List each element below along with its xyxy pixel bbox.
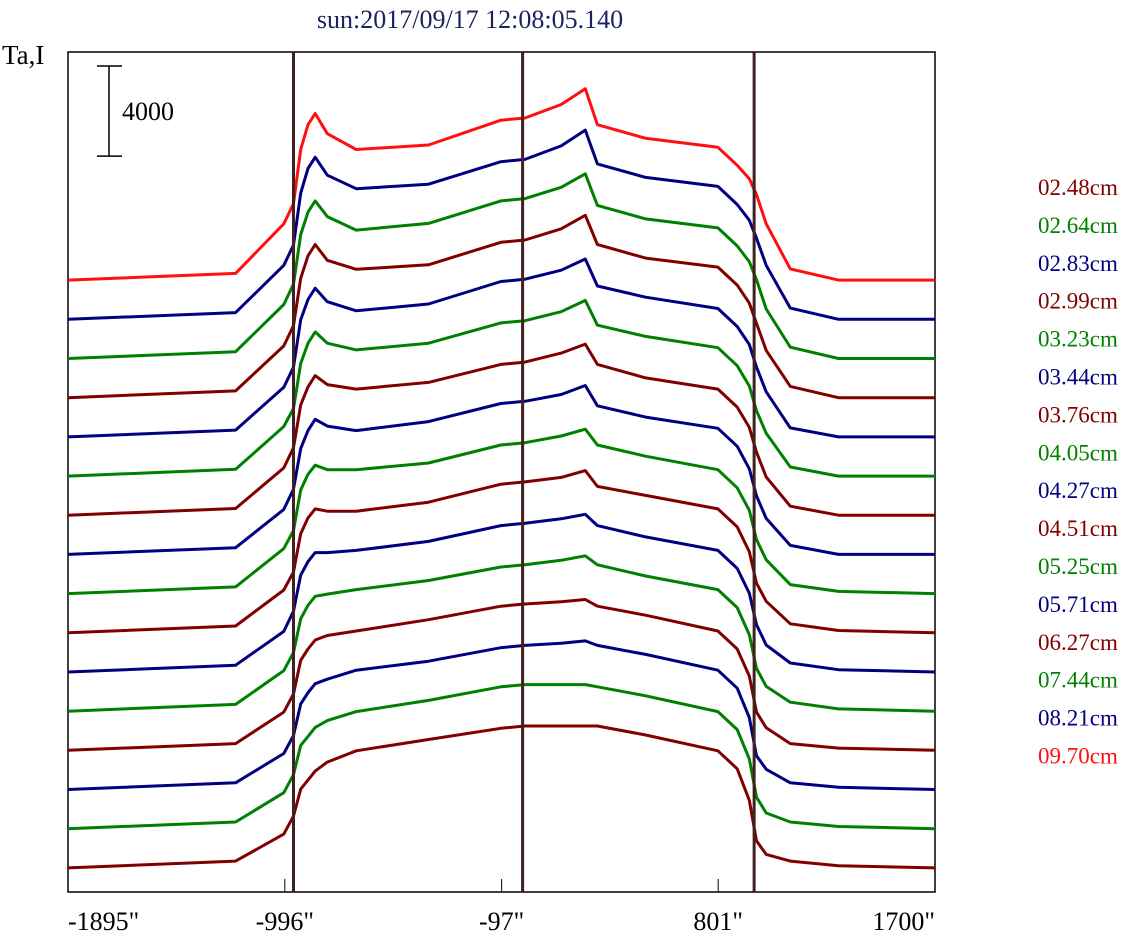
chart-title: sun:2017/09/17 12:08:05.140 <box>317 5 623 34</box>
series-line-04-27cm <box>67 384 935 556</box>
legend-entry: 07.44cm <box>1038 668 1118 693</box>
x-tick-label: 801" <box>693 907 743 936</box>
series-line-09-70cm <box>67 87 935 282</box>
series-line-04-05cm <box>67 427 936 596</box>
legend-entry: 04.27cm <box>1038 478 1118 503</box>
x-tick-label: 1700" <box>872 907 935 936</box>
legend-entry: 05.25cm <box>1038 554 1118 579</box>
legend-entry: 02.48cm <box>1038 175 1118 200</box>
series-line-07-44cm <box>67 172 935 360</box>
series-line-04-51cm <box>67 342 935 517</box>
legend-entry: 03.44cm <box>1038 365 1118 390</box>
legend-entry: 04.05cm <box>1038 440 1118 465</box>
series-line-05-71cm <box>67 257 935 439</box>
series-line-03-44cm <box>67 512 936 674</box>
series-line-02-83cm <box>67 639 936 791</box>
legend-entry: 05.71cm <box>1038 592 1118 617</box>
y-axis-label: Ta,I <box>2 40 44 70</box>
x-tick-label: -1895" <box>68 907 139 936</box>
series-line-02-99cm <box>67 598 936 752</box>
series-line-03-23cm <box>67 554 936 713</box>
series-line-03-76cm <box>67 469 936 635</box>
series-line-06-27cm <box>67 213 935 400</box>
x-tick-label: -996" <box>256 907 314 936</box>
legend-entry: 04.51cm <box>1038 516 1118 541</box>
series-line-05-25cm <box>67 298 935 478</box>
legend-entry: 02.64cm <box>1038 213 1118 238</box>
legend-entry: 06.27cm <box>1038 630 1118 655</box>
scale-bar: 4000 <box>97 65 174 157</box>
legend-entry: 03.23cm <box>1038 327 1118 352</box>
legend-entry: 08.21cm <box>1038 706 1118 731</box>
legend-entry: 02.99cm <box>1038 289 1118 314</box>
legend-entry: 02.83cm <box>1038 251 1118 276</box>
x-tick-label: -97" <box>479 907 524 936</box>
scale-bar-label: 4000 <box>122 97 174 126</box>
series-line-02-48cm <box>67 724 936 870</box>
legend-entry: 09.70cm <box>1038 744 1118 769</box>
series-line-02-64cm <box>67 683 936 831</box>
series-line-08-21cm <box>67 128 935 321</box>
legend-entry: 03.76cm <box>1038 402 1118 427</box>
